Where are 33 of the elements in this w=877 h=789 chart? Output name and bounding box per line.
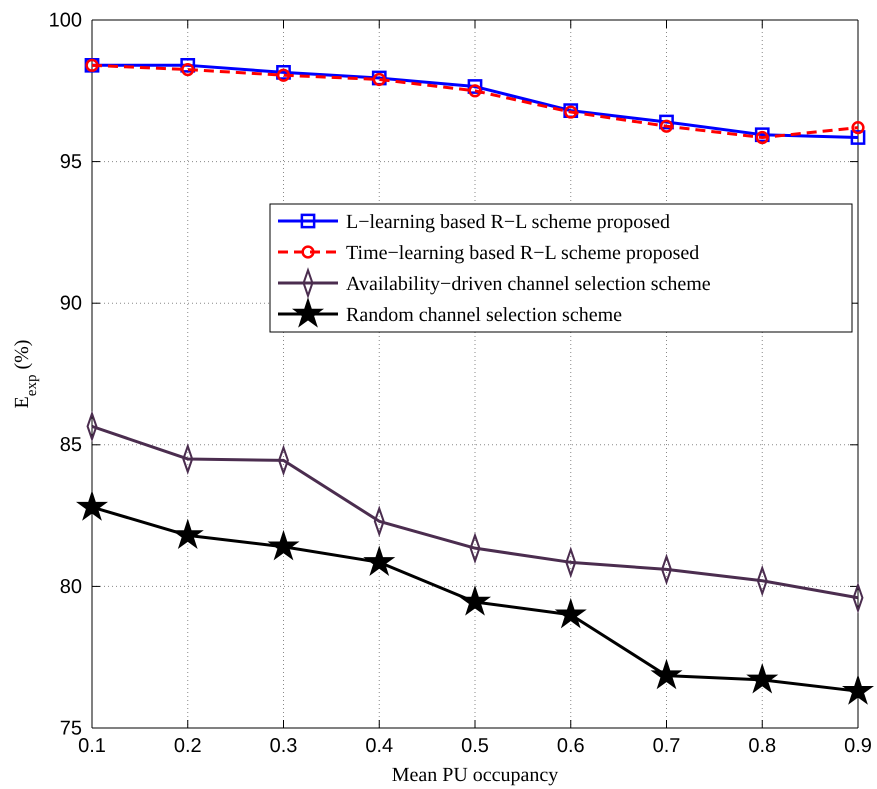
point — [77, 491, 107, 520]
point — [181, 62, 194, 76]
y-tick-label: 100 — [48, 9, 82, 32]
point — [268, 531, 298, 560]
x-tick-label: 0.6 — [556, 735, 585, 758]
x-tick-label: 0.9 — [844, 735, 872, 758]
y-tick-label: 95 — [60, 151, 82, 173]
point — [172, 520, 203, 548]
point — [652, 660, 682, 688]
point — [460, 586, 490, 615]
y-tick-label: 90 — [60, 292, 82, 315]
point — [747, 664, 778, 693]
x-tick-label: 0.4 — [365, 735, 394, 758]
legend-label: Time−learning based R−L scheme proposed — [346, 242, 700, 264]
point — [756, 130, 769, 144]
x-axis-title: Mean PU occupancy — [392, 764, 558, 786]
point — [364, 546, 394, 576]
legend-label: Availability−driven channel selection scheme — [346, 273, 711, 295]
point — [843, 675, 873, 704]
x-tick-label: 0.3 — [270, 735, 298, 758]
point — [660, 120, 674, 133]
point — [468, 84, 482, 98]
x-tick-label: 0.8 — [748, 735, 776, 758]
point — [276, 68, 290, 82]
x-tick-label: 0.5 — [461, 735, 489, 758]
legend-label: L−learning based R−L scheme proposed — [346, 211, 670, 233]
x-tick-label: 0.7 — [652, 735, 680, 758]
legend-label: Random channel selection scheme — [346, 304, 622, 326]
y-tick-label: 85 — [60, 434, 82, 456]
x-tick-label: 0.2 — [174, 735, 202, 758]
y-tick-label: 80 — [60, 576, 82, 598]
point — [556, 599, 586, 628]
point — [851, 121, 865, 134]
